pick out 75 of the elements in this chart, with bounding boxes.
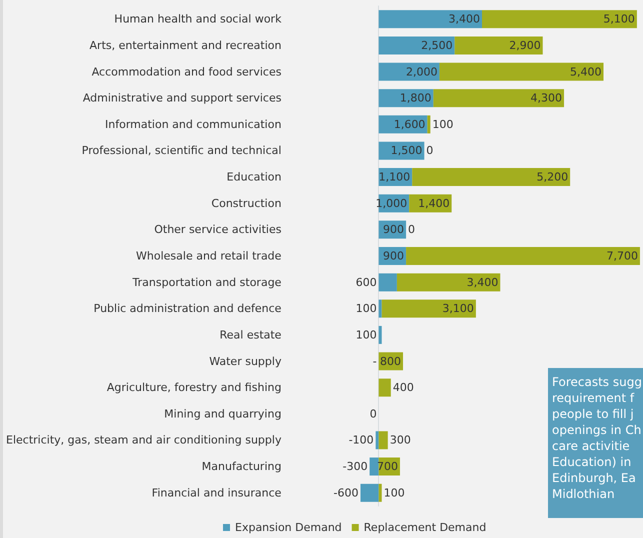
data-label: 4,300 <box>530 92 562 105</box>
data-label: 100 <box>356 302 377 316</box>
bar <box>396 273 500 292</box>
y-tick-label: Other service activities <box>154 223 282 236</box>
y-tick-label: Accommodation and food services <box>92 65 282 78</box>
data-label: 3,400 <box>466 276 498 289</box>
data-label: -300 <box>342 460 368 474</box>
bar <box>427 115 430 134</box>
y-tick-label: Transportation and storage <box>132 276 282 289</box>
y-tick-label: Real estate <box>220 328 282 342</box>
data-label: 800 <box>380 354 402 368</box>
legend-label: Replacement Demand <box>364 521 486 534</box>
data-label: 2,000 <box>406 65 438 78</box>
y-tick-label: Mining and quarrying <box>164 407 282 420</box>
bar <box>378 378 391 397</box>
bar <box>482 10 637 28</box>
data-label: 3,400 <box>448 12 480 26</box>
y-tick-label: Public administration and defence <box>94 302 282 316</box>
data-label: 100 <box>356 328 377 342</box>
bar <box>433 89 564 108</box>
data-label: 3,100 <box>442 302 474 316</box>
y-tick-label: Electricity, gas, steam and air conditioning supply <box>6 434 282 447</box>
data-label: 1,100 <box>378 170 410 184</box>
data-label: 5,400 <box>570 65 602 78</box>
bar <box>378 36 455 54</box>
data-label: 5,200 <box>536 170 568 184</box>
data-label: 100 <box>384 486 405 500</box>
y-tick-label: Water supply <box>209 354 282 368</box>
data-label: 0 <box>370 407 377 420</box>
data-label: -600 <box>334 486 358 500</box>
data-label: 900 <box>383 250 404 262</box>
y-tick-label: Construction <box>211 196 282 210</box>
bar <box>360 484 379 502</box>
data-label: 2,500 <box>421 38 453 52</box>
data-label: 600 <box>356 276 377 289</box>
data-label: 1,500 <box>390 144 422 158</box>
bar <box>406 247 640 265</box>
y-tick-label: Information and communication <box>105 118 282 131</box>
y-tick-label: Professional, scientific and technical <box>82 144 282 158</box>
data-label: 900 <box>383 223 404 236</box>
legend-label: Expansion Demand <box>235 521 342 534</box>
y-tick-label: Wholesale and retail trade <box>136 250 282 262</box>
data-label: 7,700 <box>606 250 638 262</box>
bar <box>376 431 379 450</box>
data-label: 1,600 <box>394 118 426 131</box>
bar <box>378 326 382 344</box>
data-label: 1,400 <box>418 196 450 210</box>
data-label: 1,800 <box>400 92 432 105</box>
bar <box>412 168 570 186</box>
annotation: Forecasts sugg requirement f people to fill j openings in Ch care activitie Education) in Edinburgh, Ea Midlothian <box>548 368 643 518</box>
data-label: 0 <box>408 223 416 236</box>
y-tick-label: Administrative and support services <box>82 92 282 105</box>
y-tick-label: Agriculture, forestry and fishing <box>106 381 282 394</box>
bar <box>370 458 379 476</box>
bar <box>378 273 397 292</box>
data-label: 300 <box>390 434 411 447</box>
y-tick-label: Human health and social work <box>114 12 282 26</box>
bar <box>378 10 482 28</box>
bar <box>378 484 382 502</box>
bar <box>378 431 388 450</box>
y-tick-label: Financial and insurance <box>152 486 282 500</box>
data-label: 2,900 <box>509 38 541 52</box>
bar <box>439 62 604 81</box>
data-label: -100 <box>348 434 374 447</box>
y-tick-label: Education <box>226 170 282 184</box>
data-label: 0 <box>426 144 434 158</box>
data-label: 400 <box>392 381 414 394</box>
bar <box>382 300 476 318</box>
bar <box>454 36 543 54</box>
data-label: 5,100 <box>603 12 635 26</box>
data-label: 100 <box>432 118 454 131</box>
y-tick-label: Arts, entertainment and recreation <box>90 38 282 52</box>
y-tick-label: Manufacturing <box>202 460 282 474</box>
bar <box>378 300 382 318</box>
data-label: - <box>372 354 377 368</box>
